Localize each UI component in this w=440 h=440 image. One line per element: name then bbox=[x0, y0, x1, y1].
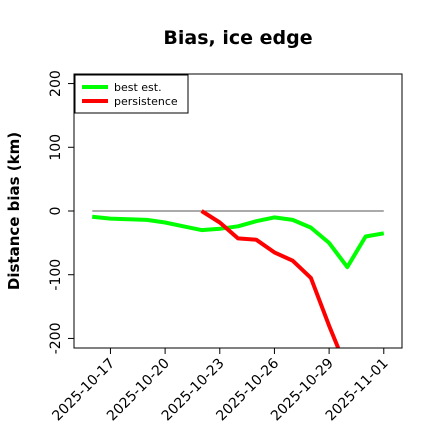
series-line-persistence bbox=[200, 209, 341, 348]
series-line-best-est bbox=[91, 214, 385, 270]
chart-title: Bias, ice edge bbox=[163, 27, 312, 49]
legend-label-persistence: persistence bbox=[114, 95, 178, 108]
x-axis: 2025-10-172025-10-202025-10-232025-10-26… bbox=[49, 348, 392, 424]
legend-box bbox=[74, 74, 189, 114]
y-tick-label: 200 bbox=[48, 70, 64, 97]
y-tick-label: -200 bbox=[48, 323, 64, 355]
y-axis: -200 -100 0 100 200 bbox=[48, 70, 74, 354]
y-axis-label: Distance bias (km) bbox=[5, 132, 23, 290]
y-tick-label: 100 bbox=[48, 134, 64, 161]
series-layer bbox=[91, 209, 385, 348]
y-tick-label: -100 bbox=[48, 259, 64, 291]
y-tick-label: 0 bbox=[48, 207, 64, 216]
legend: best est. persistence bbox=[74, 74, 189, 114]
legend-label-best-est: best est. bbox=[114, 81, 162, 94]
